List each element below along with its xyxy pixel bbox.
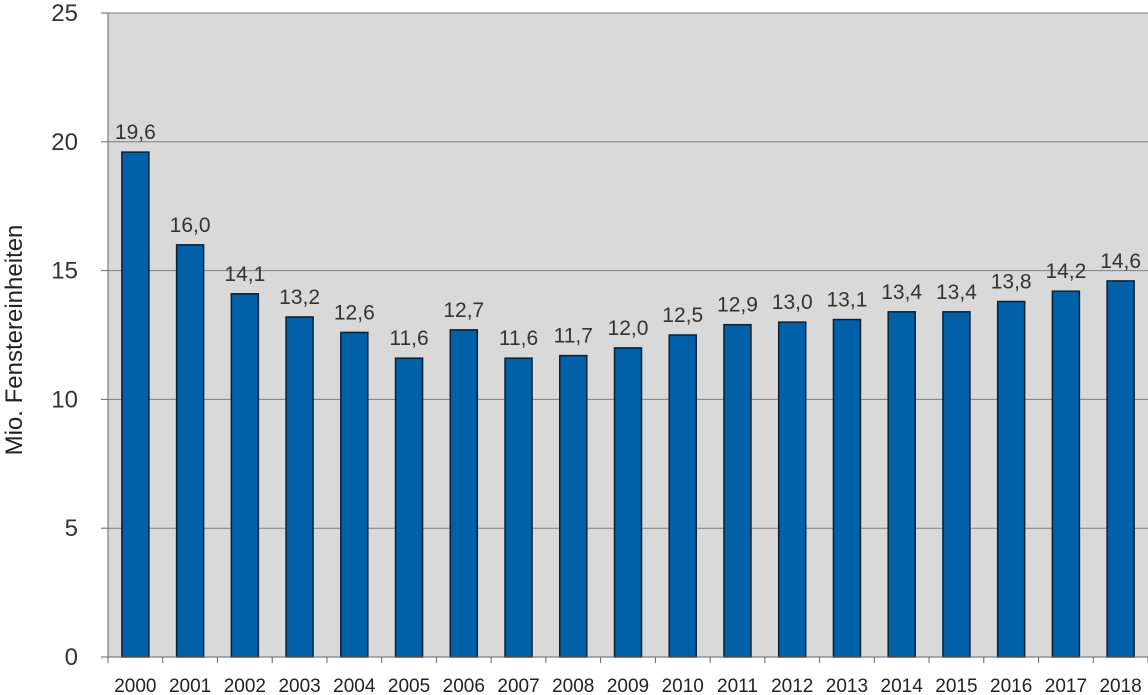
x-tick-label-2005: 2005	[388, 676, 430, 695]
data-label-2004: 12,6	[334, 301, 375, 324]
bar-2013	[832, 318, 862, 658]
x-tick-label-2002: 2002	[224, 676, 266, 695]
x-tick-label-2006: 2006	[443, 676, 485, 695]
bar-2014	[887, 311, 916, 658]
data-label-2003: 13,2	[279, 286, 320, 309]
data-label-2009: 12,0	[608, 317, 649, 340]
y-tick-label: 15	[51, 258, 78, 285]
bar-2016	[996, 300, 1026, 658]
data-label-2007: 11,6	[499, 327, 538, 350]
data-label-2006: 12,7	[443, 299, 484, 322]
bar-2004	[340, 331, 369, 658]
data-label-2002: 14,1	[224, 263, 265, 286]
bar-2008	[559, 354, 588, 658]
x-tick-label-2003: 2003	[278, 676, 320, 695]
x-tick-label-2001: 2001	[169, 676, 211, 695]
data-label-2000: 19,6	[115, 121, 156, 144]
x-tick-label-2011: 2011	[717, 676, 758, 695]
bar-2000	[121, 151, 150, 658]
x-tick-label-2013: 2013	[826, 676, 868, 695]
bar-2009	[613, 347, 643, 658]
x-tick-label-2014: 2014	[881, 676, 924, 695]
x-tick-label-2008: 2008	[552, 676, 594, 695]
x-tick-label-2000: 2000	[114, 676, 156, 695]
data-label-2011: 12,9	[717, 294, 758, 317]
data-label-2008: 11,7	[554, 325, 593, 348]
data-label-2013: 13,1	[827, 289, 868, 312]
bar-2017	[1051, 290, 1081, 658]
data-label-2010: 12,5	[662, 304, 703, 327]
bars	[121, 151, 1135, 658]
bar-2012	[777, 321, 807, 658]
x-tick-label-2016: 2016	[990, 676, 1032, 695]
data-labels: 19,6 16,0 14,1 13,2 12,6 11,6 12,7 11,6 11,7 12,0…	[115, 121, 1141, 350]
x-tick-label-2012: 2012	[771, 676, 813, 695]
x-tick-label-2017: 2017	[1045, 676, 1087, 695]
y-tick-label: 0	[65, 644, 78, 671]
data-label-2005: 11,6	[389, 327, 428, 350]
data-label-2001: 16,0	[170, 214, 211, 237]
bar-2011	[723, 323, 752, 658]
data-label-2015: 13,4	[936, 281, 977, 304]
y-tick-label: 20	[51, 129, 78, 156]
x-tick-label-2018: 2018	[1099, 676, 1141, 695]
x-tick-label-2004: 2004	[333, 676, 376, 695]
x-axis: 2000 2001 2002 2003 2004 2005 2006 2007 2008 2009…	[101, 656, 1148, 695]
bar-2006	[449, 329, 479, 658]
bar-2015	[942, 311, 971, 658]
x-tick-label-2007: 2007	[497, 676, 539, 695]
data-label-2016: 13,8	[991, 271, 1032, 294]
data-label-2018: 14,6	[1100, 250, 1141, 273]
data-label-2012: 13,0	[772, 291, 813, 314]
bar-2002	[230, 293, 260, 658]
x-tick-label-2015: 2015	[935, 676, 977, 695]
bar-2010	[668, 334, 697, 658]
bar-2001	[175, 244, 205, 658]
y-tick-label: 25	[51, 0, 78, 27]
bar-2003	[285, 316, 314, 658]
x-tick-label-2009: 2009	[607, 676, 649, 695]
bar-2007	[504, 357, 533, 658]
x-tick-label-2010: 2010	[662, 676, 704, 695]
bar-2005	[394, 357, 424, 658]
y-tick-label: 5	[65, 515, 78, 542]
y-axis-title: Mio. Fenstereinheiten	[1, 225, 28, 456]
y-tick-label: 10	[51, 386, 78, 413]
data-label-2014: 13,4	[881, 281, 922, 304]
y-axis: 0 5 10 15 20 25	[51, 0, 109, 671]
bar-2018	[1106, 280, 1135, 658]
data-label-2017: 14,2	[1045, 260, 1086, 283]
